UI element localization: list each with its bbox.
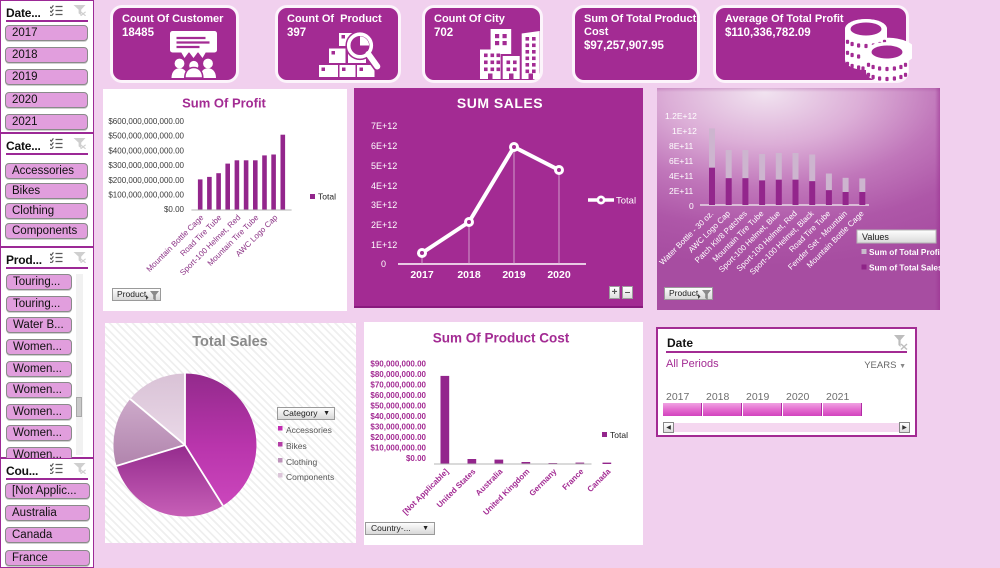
svg-text:[Not Applicable]: [Not Applicable] — [401, 467, 451, 517]
svg-text:Components: Components — [286, 472, 334, 482]
svg-text:6E+11: 6E+11 — [669, 156, 693, 166]
svg-text:5E+12: 5E+12 — [371, 161, 397, 171]
svg-text:Sum of Total Sales: Sum of Total Sales — [869, 263, 940, 273]
svg-text:1.2E+12: 1.2E+12 — [665, 111, 697, 121]
svg-text:Bikes: Bikes — [286, 441, 307, 451]
svg-text:SUM SALES: SUM SALES — [457, 95, 543, 111]
svg-text:$0.00: $0.00 — [406, 454, 427, 463]
svg-text:Sum of Total Profit: Sum of Total Profit — [869, 247, 940, 257]
svg-text:3E+12: 3E+12 — [371, 200, 397, 210]
svg-text:Total: Total — [616, 196, 636, 207]
svg-text:0: 0 — [689, 201, 694, 211]
svg-text:2018: 2018 — [457, 269, 481, 281]
svg-text:2019: 2019 — [502, 269, 526, 281]
svg-text:4E+11: 4E+11 — [669, 171, 693, 181]
svg-text:$100,000,000,000.00: $100,000,000,000.00 — [108, 191, 184, 200]
svg-text:2E+11: 2E+11 — [669, 186, 693, 196]
svg-text:1E+12: 1E+12 — [371, 240, 397, 250]
svg-text:2E+12: 2E+12 — [371, 220, 397, 230]
svg-text:Total: Total — [610, 430, 628, 440]
svg-text:$600,000,000,000.00: $600,000,000,000.00 — [108, 117, 184, 126]
svg-text:Total: Total — [318, 192, 336, 202]
svg-text:$90,000,000.00: $90,000,000.00 — [370, 360, 426, 369]
svg-text:Values: Values — [862, 232, 889, 242]
svg-text:$50,000,000.00: $50,000,000.00 — [370, 402, 426, 411]
svg-text:$0.00: $0.00 — [164, 205, 185, 214]
svg-text:Germany: Germany — [528, 467, 559, 498]
svg-text:Sum Of Profit: Sum Of Profit — [182, 96, 266, 111]
svg-text:0: 0 — [381, 259, 386, 269]
svg-text:$10,000,000.00: $10,000,000.00 — [370, 444, 426, 453]
svg-text:2020: 2020 — [547, 269, 571, 281]
svg-text:$500,000,000,000.00: $500,000,000,000.00 — [108, 132, 184, 141]
svg-text:Total Sales: Total Sales — [192, 334, 267, 350]
svg-text:Accessories: Accessories — [286, 425, 332, 435]
svg-text:$20,000,000.00: $20,000,000.00 — [370, 433, 426, 442]
svg-text:$200,000,000,000.00: $200,000,000,000.00 — [108, 176, 184, 185]
svg-text:United Kingdom: United Kingdom — [481, 467, 531, 517]
svg-text:4E+12: 4E+12 — [371, 181, 397, 191]
svg-text:France: France — [560, 467, 585, 492]
svg-text:1E+12: 1E+12 — [672, 126, 697, 136]
svg-text:7E+12: 7E+12 — [371, 121, 397, 131]
svg-text:$30,000,000.00: $30,000,000.00 — [370, 423, 426, 432]
svg-text:8E+11: 8E+11 — [669, 141, 693, 151]
svg-text:6E+12: 6E+12 — [371, 141, 397, 151]
svg-text:$300,000,000,000.00: $300,000,000,000.00 — [108, 161, 184, 170]
svg-text:$60,000,000.00: $60,000,000.00 — [370, 391, 426, 400]
svg-text:$40,000,000.00: $40,000,000.00 — [370, 412, 426, 421]
svg-text:$70,000,000.00: $70,000,000.00 — [370, 381, 426, 390]
svg-text:$400,000,000,000.00: $400,000,000,000.00 — [108, 146, 184, 155]
svg-text:Canada: Canada — [586, 467, 613, 494]
svg-text:Clothing: Clothing — [286, 457, 317, 467]
svg-text:2017: 2017 — [410, 269, 434, 281]
svg-text:$80,000,000.00: $80,000,000.00 — [370, 370, 426, 379]
svg-text:Sum Of Product Cost: Sum Of Product Cost — [433, 331, 570, 346]
